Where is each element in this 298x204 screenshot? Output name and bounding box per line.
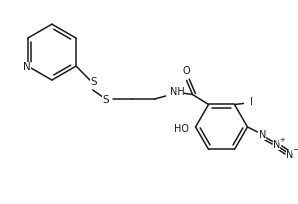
Text: N: N: [273, 140, 280, 150]
Text: I: I: [250, 98, 253, 108]
Text: N: N: [23, 62, 31, 72]
Text: −: −: [292, 147, 298, 153]
Text: S: S: [103, 95, 109, 105]
Text: S: S: [91, 77, 97, 87]
Text: O: O: [183, 65, 190, 75]
Text: N: N: [259, 130, 266, 140]
Text: +: +: [280, 137, 285, 143]
Text: N: N: [286, 150, 293, 160]
Text: HO: HO: [174, 124, 189, 134]
Text: NH: NH: [170, 87, 184, 97]
